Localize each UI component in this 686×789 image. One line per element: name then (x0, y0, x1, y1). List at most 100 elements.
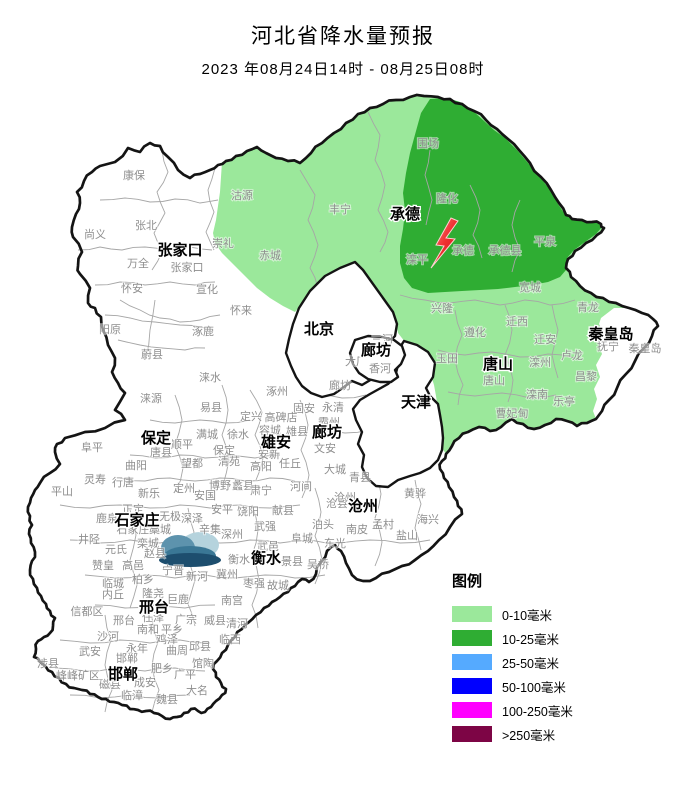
county-boundary-line (99, 197, 219, 204)
county-label: 肥乡 (151, 662, 173, 675)
county-label: 易县 (200, 401, 222, 414)
county-label: 赞皇 (92, 558, 114, 572)
county-label: 鸡泽 (156, 632, 178, 646)
page-title: 河北省降水量预报 (251, 25, 435, 48)
city-label: 廊坊 (361, 341, 391, 359)
county-label: 玉田 (436, 353, 458, 365)
precip-region-10-25mm (400, 98, 602, 293)
county-boundary-line (77, 246, 213, 251)
legend-item: 10-25毫米 (452, 626, 573, 650)
county-label: 磁县 (99, 678, 121, 691)
county-label: 孟村 (372, 517, 394, 531)
county-label: 新河 (186, 569, 208, 583)
county-label: 河间 (290, 480, 312, 493)
county-label: 容城 (259, 423, 281, 437)
county-label: 海兴 (417, 512, 439, 526)
city-label: 北京 (304, 320, 334, 338)
legend-swatch (452, 726, 492, 742)
county-label: 遵化 (464, 325, 486, 339)
county-label: 蠡县 (232, 478, 254, 492)
county-label: 临城 (102, 576, 124, 590)
county-boundary-line (299, 169, 319, 289)
county-label: 廊坊 (329, 378, 351, 392)
county-boundary-line (59, 639, 211, 644)
county-boundary-line (149, 419, 251, 424)
county-label: 深州 (221, 528, 243, 541)
county-label: 顺平 (171, 438, 193, 451)
county-label: 元氏 (105, 543, 127, 556)
county-label: 香河 (369, 362, 391, 375)
county-label: 衡水 (228, 553, 250, 566)
county-label: 赤城 (259, 249, 281, 262)
county-boundary-line (129, 509, 138, 609)
county-label: 武邑 (257, 540, 279, 553)
county-label: 广平 (174, 668, 196, 681)
county-label: 献县 (272, 503, 294, 517)
county-label: 承德县 (489, 243, 522, 257)
county-label: 张北 (135, 219, 157, 232)
county-label: 成安 (134, 675, 156, 689)
county-label: 石家庄 (117, 522, 150, 536)
county-label: 涿鹿 (192, 324, 214, 338)
county-label: 尚义 (84, 227, 106, 241)
county-label: 卢龙 (561, 349, 583, 362)
county-boundary-line (94, 281, 216, 286)
legend-item: 50-100毫米 (452, 674, 573, 698)
county-label: 固安 (293, 401, 315, 415)
legend-swatch (452, 678, 492, 694)
county-label: 信都区 (71, 605, 104, 618)
county-label: 沧县 (326, 496, 348, 510)
county-label: 康保 (123, 168, 145, 182)
city-label: 天津 (401, 393, 431, 411)
page-subtitle: 2023 年08月24日14时 - 08月25日08时 (201, 61, 485, 78)
county-boundary-line (69, 539, 431, 544)
county-label: 青龙 (577, 301, 599, 314)
county-boundary-line (151, 149, 169, 271)
county-boundary-line (187, 507, 196, 627)
county-label: 大名 (186, 683, 208, 697)
county-label: 望都 (181, 457, 203, 470)
county-boundary-line (249, 389, 264, 481)
county-label: 行唐 (112, 475, 134, 489)
city-label: 邢台 (138, 598, 169, 616)
county-boundary-line (251, 504, 260, 629)
county-label: 高邑 (122, 558, 144, 572)
county-boundary-line (69, 694, 191, 699)
county-label: 青县 (349, 471, 371, 484)
county-label: 赵县 (144, 546, 166, 560)
county-boundary-line (119, 477, 296, 482)
county-label: 怀安 (121, 281, 143, 295)
county-boundary-line (424, 149, 433, 226)
county-label: 涿州 (266, 385, 288, 398)
legend-swatch (452, 702, 492, 718)
county-label: 南宫 (221, 593, 243, 607)
county-boundary-line (104, 614, 113, 713)
county-boundary-line (54, 667, 206, 672)
county-boundary-line (94, 604, 216, 609)
county-boundary-line (454, 309, 464, 406)
county-label: 东光 (324, 536, 346, 550)
county-label: 秦皇岛 (629, 341, 662, 355)
county-label: 滦州 (529, 355, 551, 369)
county-label: 魏县 (156, 692, 178, 706)
city-label: 雄安 (260, 433, 291, 451)
legend-item-label: 10-25毫米 (502, 632, 559, 647)
county-label: 曲周 (166, 644, 188, 657)
county-label: 饶阳 (237, 505, 259, 518)
county-label: 隆尧 (142, 586, 164, 600)
county-label: 冀州 (216, 567, 238, 581)
county-label: 平泉 (534, 234, 556, 248)
legend-item-label: >250毫米 (502, 728, 556, 743)
county-label: 馆陶 (192, 656, 214, 670)
county-label: 深泽 (181, 512, 203, 525)
county-label: 巨鹿 (167, 592, 189, 606)
county-label: 灵寿 (84, 472, 106, 486)
legend-swatch (452, 630, 492, 646)
county-label: 任丘 (279, 457, 301, 470)
county-label: 藁城 (149, 523, 171, 536)
county-boundary-line (119, 299, 221, 323)
county-label: 沽源 (231, 188, 253, 202)
county-boundary-line (129, 454, 281, 459)
legend-item: >250毫米 (452, 722, 573, 746)
county-label: 蔚县 (141, 348, 163, 361)
